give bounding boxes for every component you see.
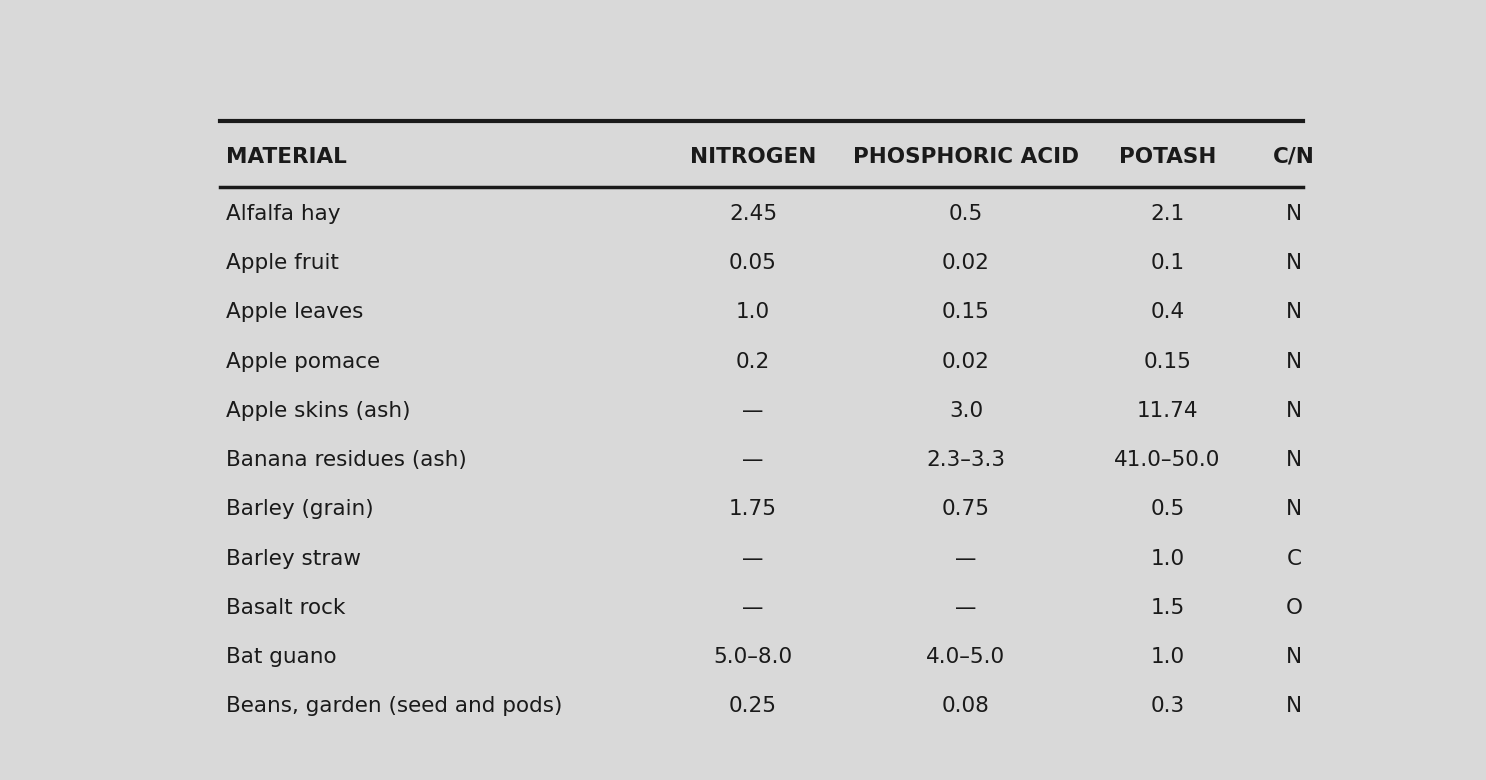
Text: C/N: C/N <box>1274 147 1315 167</box>
Text: 0.25: 0.25 <box>730 697 777 716</box>
Text: MATERIAL: MATERIAL <box>226 147 346 167</box>
Text: PHOSPHORIC ACID: PHOSPHORIC ACID <box>853 147 1079 167</box>
Text: —: — <box>955 548 976 569</box>
Text: —: — <box>742 450 764 470</box>
Text: —: — <box>742 597 764 618</box>
Text: 2.45: 2.45 <box>728 204 777 224</box>
Text: 0.1: 0.1 <box>1150 253 1184 273</box>
Text: 0.02: 0.02 <box>942 352 990 371</box>
Text: Apple fruit: Apple fruit <box>226 253 339 273</box>
Text: 0.75: 0.75 <box>942 499 990 519</box>
Text: Apple skins (ash): Apple skins (ash) <box>226 401 410 420</box>
Text: 2.3–3.3: 2.3–3.3 <box>926 450 1006 470</box>
Text: 1.0: 1.0 <box>1150 647 1184 667</box>
Text: 2.1: 2.1 <box>1150 204 1184 224</box>
Text: N: N <box>1287 499 1302 519</box>
Text: NITROGEN: NITROGEN <box>690 147 816 167</box>
Text: N: N <box>1287 450 1302 470</box>
Text: 0.05: 0.05 <box>730 253 777 273</box>
Text: Beans, garden (seed and pods): Beans, garden (seed and pods) <box>226 697 562 716</box>
Text: N: N <box>1287 303 1302 322</box>
Text: 0.5: 0.5 <box>950 204 984 224</box>
Text: 4.0–5.0: 4.0–5.0 <box>926 647 1006 667</box>
Text: Apple leaves: Apple leaves <box>226 303 364 322</box>
Text: Apple pomace: Apple pomace <box>226 352 380 371</box>
Text: 0.4: 0.4 <box>1150 303 1184 322</box>
Text: N: N <box>1287 647 1302 667</box>
Text: 0.2: 0.2 <box>736 352 770 371</box>
Text: 0.15: 0.15 <box>1144 352 1192 371</box>
Text: N: N <box>1287 204 1302 224</box>
Text: 0.08: 0.08 <box>942 697 990 716</box>
Text: 5.0–8.0: 5.0–8.0 <box>713 647 792 667</box>
Text: —: — <box>955 597 976 618</box>
Text: 1.75: 1.75 <box>730 499 777 519</box>
Text: 0.15: 0.15 <box>942 303 990 322</box>
Text: C: C <box>1287 548 1302 569</box>
Text: N: N <box>1287 697 1302 716</box>
Text: 1.5: 1.5 <box>1150 597 1184 618</box>
Text: 0.3: 0.3 <box>1150 697 1184 716</box>
Text: 11.74: 11.74 <box>1137 401 1198 420</box>
Text: 41.0–50.0: 41.0–50.0 <box>1114 450 1220 470</box>
Text: 0.02: 0.02 <box>942 253 990 273</box>
Text: 1.0: 1.0 <box>736 303 770 322</box>
Text: —: — <box>742 548 764 569</box>
Text: O: O <box>1285 597 1303 618</box>
Text: 1.0: 1.0 <box>1150 548 1184 569</box>
Text: Banana residues (ash): Banana residues (ash) <box>226 450 467 470</box>
Text: Basalt rock: Basalt rock <box>226 597 345 618</box>
Text: POTASH: POTASH <box>1119 147 1216 167</box>
Text: Barley straw: Barley straw <box>226 548 361 569</box>
Text: N: N <box>1287 401 1302 420</box>
Text: 0.5: 0.5 <box>1150 499 1184 519</box>
Text: N: N <box>1287 253 1302 273</box>
Text: 3.0: 3.0 <box>950 401 984 420</box>
Text: —: — <box>742 401 764 420</box>
Text: Barley (grain): Barley (grain) <box>226 499 373 519</box>
Text: Alfalfa hay: Alfalfa hay <box>226 204 340 224</box>
Text: N: N <box>1287 352 1302 371</box>
Text: Bat guano: Bat guano <box>226 647 337 667</box>
